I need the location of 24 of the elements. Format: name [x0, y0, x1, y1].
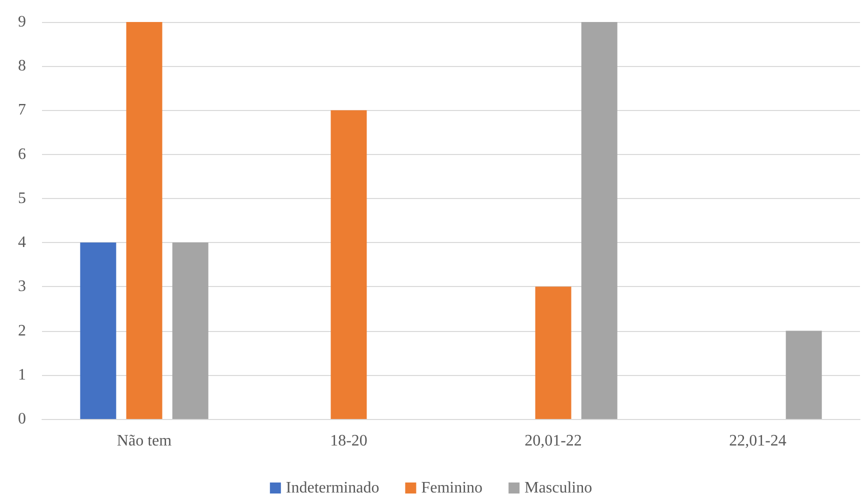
y-tick-label: 8: [18, 58, 26, 75]
y-tick-label: 1: [18, 366, 26, 384]
x-tick-label: 20,01-22: [524, 432, 582, 450]
bar: [172, 242, 208, 419]
y-tick-label: 9: [18, 14, 26, 30]
bar: [581, 22, 618, 419]
bar: [126, 22, 162, 419]
y-tick-label: 0: [18, 410, 26, 428]
y-tick-label: 4: [18, 234, 26, 252]
bar: [535, 286, 572, 419]
y-tick-label: 3: [18, 278, 26, 296]
bar: [786, 330, 822, 419]
x-tick-label: 18-20: [330, 432, 368, 450]
y-tick-label: 2: [18, 322, 26, 340]
legend-label: Masculino: [524, 480, 592, 496]
y-tick-label: 7: [18, 102, 26, 119]
legend-label: Indeterminado: [286, 480, 380, 496]
y-tick-label: 5: [18, 190, 26, 207]
x-tick-label: Não tem: [116, 432, 172, 450]
bar: [80, 242, 116, 419]
bar: [330, 110, 367, 419]
y-tick-label: 6: [18, 146, 26, 163]
x-tick-label: 22,01-24: [729, 432, 786, 450]
legend-label: Feminino: [421, 480, 483, 496]
